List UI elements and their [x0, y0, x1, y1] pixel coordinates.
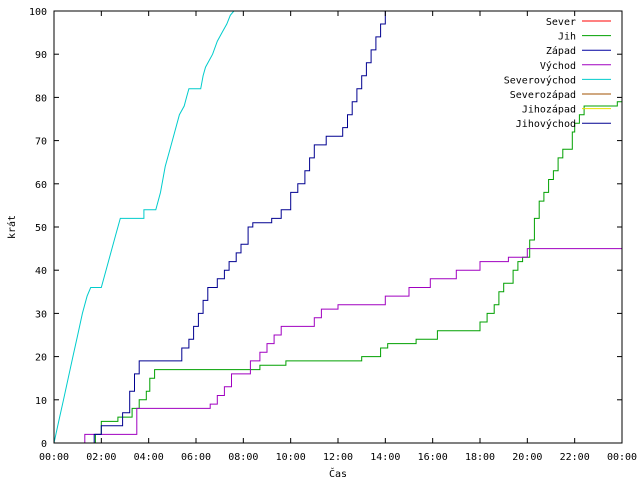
legend-label: Sever [546, 17, 576, 28]
y-tick-label: 80 [35, 93, 47, 104]
plot-series [53, 10, 622, 444]
y-tick-label: 60 [35, 180, 47, 191]
x-tick-label: 10:00 [276, 452, 306, 463]
series-line [94, 101, 622, 443]
x-tick-label: 00:00 [607, 452, 637, 463]
series-line [84, 248, 622, 443]
x-tick-label: 02:00 [86, 452, 116, 463]
legend-label: Jihovýchod [516, 118, 576, 130]
series-line [93, 11, 386, 443]
x-tick-label: 14:00 [370, 452, 400, 463]
legend-label: Východ [540, 60, 576, 72]
series-line [53, 10, 235, 444]
y-axis-label: krát [6, 215, 18, 239]
y-tick-label: 10 [35, 396, 47, 407]
y-tick-label: 30 [35, 309, 47, 320]
y-tick-label: 70 [35, 137, 47, 148]
legend: Sever Jih Západ Východ Severovýchod Severozáp… [504, 17, 611, 130]
x-axis-label: Čas [329, 467, 347, 480]
legend-label: Západ [546, 45, 576, 57]
x-tick-label: 08:00 [228, 452, 258, 463]
legend-label: Severovýchod [504, 74, 576, 86]
x-tick-label: 16:00 [418, 452, 448, 463]
y-tick-label: 20 [35, 353, 47, 364]
x-tick-label: 18:00 [465, 452, 495, 463]
y-tick-label: 90 [35, 50, 47, 61]
y-tick-label: 50 [35, 223, 47, 234]
x-tick-label: 20:00 [512, 452, 542, 463]
x-axis: 00:00 02:00 04:00 06:00 08:00 10:00 12:00 14:00… [39, 11, 637, 463]
x-tick-label: 22:00 [560, 452, 590, 463]
y-tick-label: 0 [41, 439, 47, 450]
legend-label: Jihozápad [522, 104, 576, 116]
x-tick-label: 04:00 [134, 452, 164, 463]
x-tick-label: 12:00 [323, 452, 353, 463]
x-tick-label: 06:00 [181, 452, 211, 463]
y-axis: 0 10 20 30 40 50 60 70 80 90 100 [29, 7, 622, 450]
y-tick-label: 100 [29, 7, 47, 18]
legend-label: Jih [558, 32, 576, 43]
x-tick-label: 00:00 [39, 452, 69, 463]
y-tick-label: 40 [35, 266, 47, 277]
legend-label: Severozápad [510, 89, 576, 101]
